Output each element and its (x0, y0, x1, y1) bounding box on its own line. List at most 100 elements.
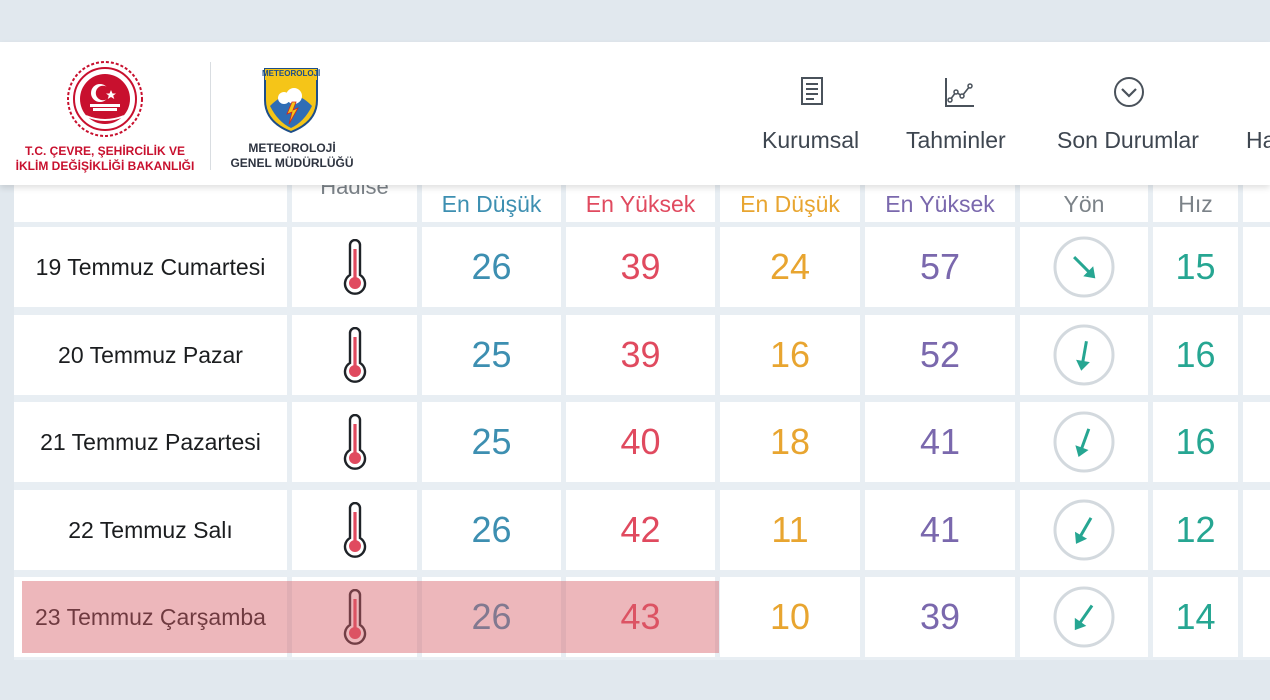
table-cell-temp-low: 25 (422, 315, 561, 395)
table-cell-feel-high: 41 (865, 490, 1015, 570)
nav-label-kurumsal: Kurumsal (762, 127, 860, 153)
table-cell-feel-low: 10 (720, 577, 860, 657)
table-cell-wind-dir (1020, 315, 1148, 395)
wind-direction-icon (1053, 324, 1115, 386)
table-cell-temp-high: 39 (566, 227, 715, 307)
chevron-circle-icon (1114, 77, 1144, 107)
feel-low-value: 16 (769, 334, 811, 375)
table-cell-feel-low: 11 (720, 490, 860, 570)
temp-low-value: 26 (471, 246, 512, 287)
table-cell-cut (1243, 577, 1270, 657)
table-cell-cut (1243, 490, 1270, 570)
chart-icon (945, 78, 974, 107)
table-cell-feel-low: 24 (720, 227, 860, 307)
nav-label-son-durumlar: Son Durumlar (1057, 127, 1199, 153)
table-cell-feel-high: 52 (865, 315, 1015, 395)
wind-speed-value: 14 (1175, 596, 1216, 637)
ministry-name-line1: T.C. ÇEVRE, ŞEHİRCİLİK VE (24, 144, 186, 158)
nav-tahminler[interactable]: Tahminler (904, 42, 1016, 185)
feel-low-value: 10 (769, 596, 811, 637)
document-icon (801, 77, 823, 105)
table-cell-temp-high: 43 (566, 577, 715, 657)
wind-direction-icon (1053, 499, 1115, 561)
table-cell-feel-low: 18 (720, 402, 860, 482)
thermometer-icon (343, 239, 366, 295)
temp-high-value: 39 (620, 334, 661, 375)
table-cell-feel-low: 16 (720, 315, 860, 395)
feel-low-value: 18 (769, 421, 811, 462)
feel-high-value: 41 (919, 509, 961, 550)
temp-low-value: 25 (471, 421, 512, 462)
table-cell-wind-dir (1020, 577, 1148, 657)
table-cell-icon (292, 315, 417, 395)
wind-speed-value: 16 (1175, 334, 1216, 375)
wind-speed-value: 12 (1175, 509, 1216, 550)
table-cell-icon (292, 490, 417, 570)
nav-label-tahminler: Tahminler (906, 127, 1006, 153)
mgm-logo[interactable]: METEOROLOJİ (262, 66, 320, 134)
table-cell-feel-high: 41 (865, 402, 1015, 482)
table-cell-temp-low: 25 (422, 402, 561, 482)
temp-low-value: 26 (471, 596, 512, 637)
feel-high-value: 41 (919, 421, 961, 462)
thermometer-icon (343, 414, 366, 470)
table-cell-wind-dir (1020, 227, 1148, 307)
nav-cut-item[interactable]: Ha (1246, 42, 1270, 185)
ministry-name-line2: İKLİM DEĞİŞİKLİĞİ BAKANLIĞI (15, 159, 195, 173)
table-cell-wind-speed: 15 (1153, 227, 1238, 307)
table-cell-icon (292, 402, 417, 482)
table-cell-day: 23 Temmuz Çarşamba (14, 577, 287, 657)
mgm-name-line1: METEOROLOJİ (248, 141, 336, 155)
table-cell-temp-low: 26 (422, 490, 561, 570)
ministry-logo[interactable] (66, 60, 144, 138)
mgm-shield-icon (264, 68, 318, 134)
temp-high-value: 39 (620, 246, 661, 287)
table-cell-icon (292, 577, 417, 657)
table-cell-wind-dir (1020, 402, 1148, 482)
mgm-badge-text: METEOROLOJİ (262, 69, 321, 78)
table-cell-day: 19 Temmuz Cumartesi (14, 227, 287, 307)
wind-speed-value: 16 (1175, 421, 1216, 462)
thermometer-icon (343, 589, 366, 645)
feel-high-value: 39 (919, 596, 961, 637)
table-cell-temp-high: 40 (566, 402, 715, 482)
wind-speed-value: 15 (1175, 246, 1216, 287)
table-cell-feel-high: 39 (865, 577, 1015, 657)
mgm-name: METEOROLOJİ GENEL MÜDÜRLÜĞÜ (222, 141, 362, 171)
ministry-seal-icon (67, 61, 143, 137)
table-cell-wind-dir (1020, 490, 1148, 570)
temp-low-value: 25 (471, 334, 512, 375)
temp-low-value: 26 (471, 509, 512, 550)
table-cell-cut (1243, 315, 1270, 395)
table-cell-temp-high: 39 (566, 315, 715, 395)
day-label: 19 Temmuz Cumartesi (35, 253, 266, 280)
table-cell-day: 21 Temmuz Pazartesi (14, 402, 287, 482)
thermometer-icon (343, 327, 366, 383)
day-label: 21 Temmuz Pazartesi (40, 428, 261, 455)
ministry-name: T.C. ÇEVRE, ŞEHİRCİLİK VE İKLİM DEĞİŞİKL… (10, 144, 200, 174)
wind-direction-icon (1053, 586, 1115, 648)
day-label: 23 Temmuz Çarşamba (35, 603, 266, 630)
table-cell-day: 20 Temmuz Pazar (14, 315, 287, 395)
table-cell-wind-speed: 12 (1153, 490, 1238, 570)
table-cell-feel-high: 57 (865, 227, 1015, 307)
temp-high-value: 43 (620, 596, 661, 637)
mgm-name-line2: GENEL MÜDÜRLÜĞÜ (230, 156, 354, 170)
feel-high-value: 57 (919, 246, 961, 287)
table-cell-temp-low: 26 (422, 577, 561, 657)
thermometer-icon (343, 502, 366, 558)
site-header: T.C. ÇEVRE, ŞEHİRCİLİK VE İKLİM DEĞİŞİKL… (0, 42, 1270, 185)
logo-divider (210, 62, 211, 170)
table-cell-day: 22 Temmuz Salı (14, 490, 287, 570)
temp-high-value: 40 (620, 421, 661, 462)
wind-direction-icon (1053, 236, 1115, 298)
nav-kurumsal[interactable]: Kurumsal (760, 42, 864, 185)
day-label: 20 Temmuz Pazar (58, 341, 243, 368)
table-cell-cut (1243, 402, 1270, 482)
table-cell-wind-speed: 14 (1153, 577, 1238, 657)
wind-direction-icon (1053, 411, 1115, 473)
nav-son-durumlar[interactable]: Son Durumlar (1055, 42, 1205, 185)
table-cell-wind-speed: 16 (1153, 402, 1238, 482)
day-label: 22 Temmuz Salı (68, 516, 233, 543)
forecast-table: Hadise En Düşük En Yüksek En Düşük En Yü… (14, 150, 1270, 660)
